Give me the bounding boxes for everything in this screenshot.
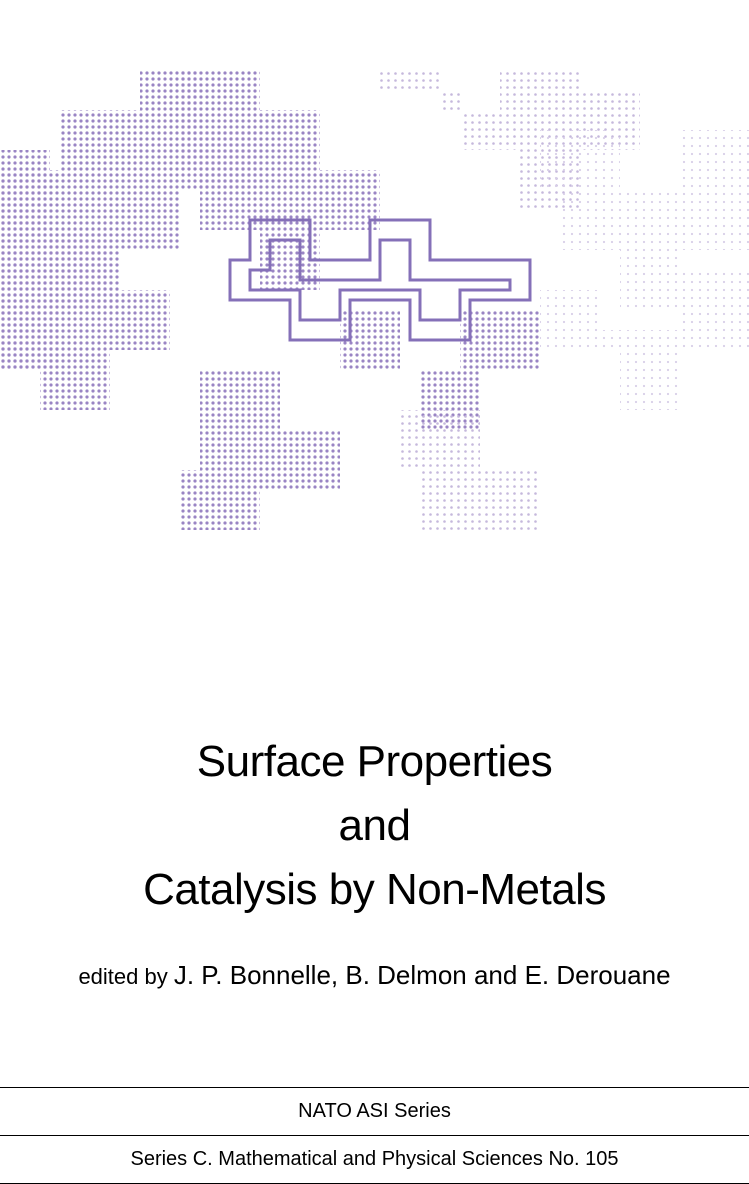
editors-names: J. P. Bonnelle, B. Delmon and E. Derouan… bbox=[174, 960, 671, 990]
editors: edited by J. P. Bonnelle, B. Delmon and … bbox=[0, 960, 749, 991]
series-name: NATO ASI Series bbox=[0, 1087, 749, 1136]
book-title: Surface Properties and Catalysis by Non-… bbox=[0, 730, 749, 921]
title-line-2: and bbox=[0, 794, 749, 858]
series-detail: Series C. Mathematical and Physical Scie… bbox=[0, 1136, 749, 1184]
cover-graphic bbox=[0, 70, 749, 530]
title-line-1: Surface Properties bbox=[0, 730, 749, 794]
series-info: NATO ASI Series Series C. Mathematical a… bbox=[0, 1087, 749, 1184]
title-line-3: Catalysis by Non-Metals bbox=[0, 858, 749, 922]
editors-label: edited by bbox=[78, 964, 173, 989]
